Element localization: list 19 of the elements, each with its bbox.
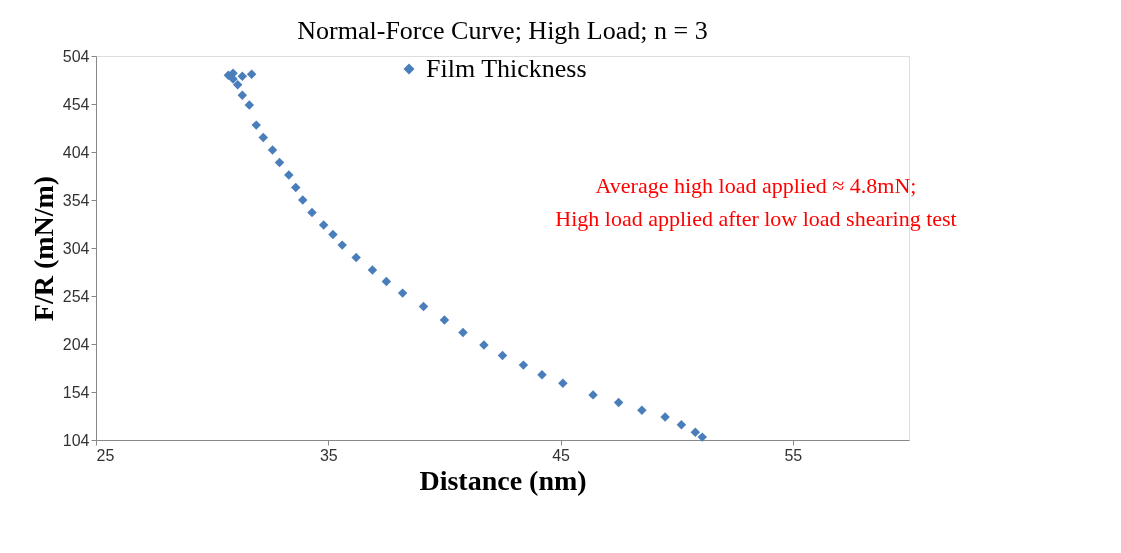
annotation: High load applied after low load shearing test (555, 206, 957, 231)
y-tick-label: 454 (62, 95, 90, 113)
x-tick-label: 45 (552, 446, 571, 464)
y-axis-title: F/R (mN/m) (27, 175, 59, 322)
y-tick-label: 354 (62, 191, 90, 209)
y-tick-label: 204 (62, 335, 90, 353)
x-axis-title: Distance (nm) (419, 464, 587, 496)
legend-label: Film Thickness (426, 54, 587, 83)
y-tick-label: 304 (62, 239, 90, 257)
y-tick-label: 504 (62, 47, 90, 65)
y-tick-label: 154 (62, 383, 90, 401)
x-tick-label: 25 (96, 446, 115, 464)
y-tick-label: 104 (62, 431, 90, 449)
y-tick-label: 254 (62, 287, 90, 305)
chart-title: Normal-Force Curve; High Load; n = 3 (297, 16, 708, 45)
y-tick-label: 404 (62, 143, 90, 161)
x-tick-label: 55 (784, 446, 803, 464)
x-tick-label: 35 (319, 446, 338, 464)
annotation: Average high load applied ≈ 4.8mN; (595, 173, 917, 198)
